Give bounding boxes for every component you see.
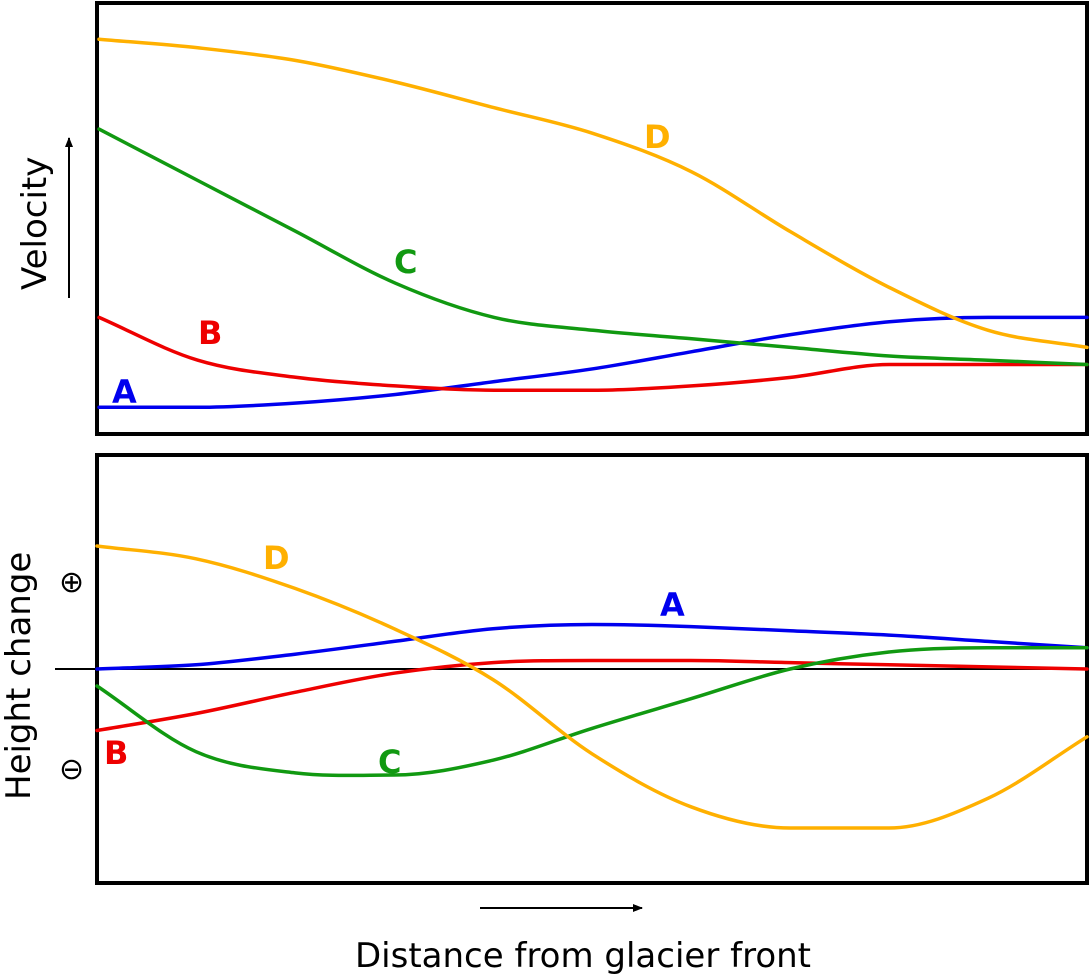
velocity-line-C	[97, 127, 1089, 367]
height-label-B: B	[104, 734, 128, 772]
velocity-line-B	[97, 315, 1089, 392]
height-label-D: D	[263, 539, 290, 577]
velocity-axis-label: Velocity	[15, 157, 55, 290]
height-change-line-A	[95, 622, 1089, 671]
height-label-C: C	[378, 743, 401, 781]
velocity-line-D	[97, 37, 1089, 350]
x-axis-label: Distance from glacier front	[355, 936, 811, 976]
velocity-line-A	[97, 315, 1089, 410]
plus-sign-icon: ⊕	[59, 565, 84, 600]
height-label-A: A	[660, 586, 685, 624]
height-change-axis-label: Height change	[0, 552, 39, 800]
velocity-label-B: B	[198, 314, 222, 352]
minus-sign-icon: ⊖	[59, 752, 84, 787]
height-change-line-C	[95, 646, 1089, 778]
velocity-label-C: C	[394, 243, 417, 281]
velocity-panel: D C B A Velocity	[15, 1, 1089, 436]
velocity-label-A: A	[112, 373, 137, 411]
height-change-panel: D A B C Height change ⊕ ⊖	[0, 453, 1089, 885]
velocity-series-labels: D C B A	[112, 118, 671, 411]
height-change-line-B	[95, 658, 1089, 733]
velocity-series-group	[97, 37, 1089, 410]
height-change-series-group	[95, 544, 1089, 830]
height-change-series-labels: D A B C	[104, 539, 685, 781]
height-change-line-D	[95, 544, 1089, 830]
velocity-frame	[95, 1, 1089, 436]
velocity-label-D: D	[644, 118, 671, 156]
